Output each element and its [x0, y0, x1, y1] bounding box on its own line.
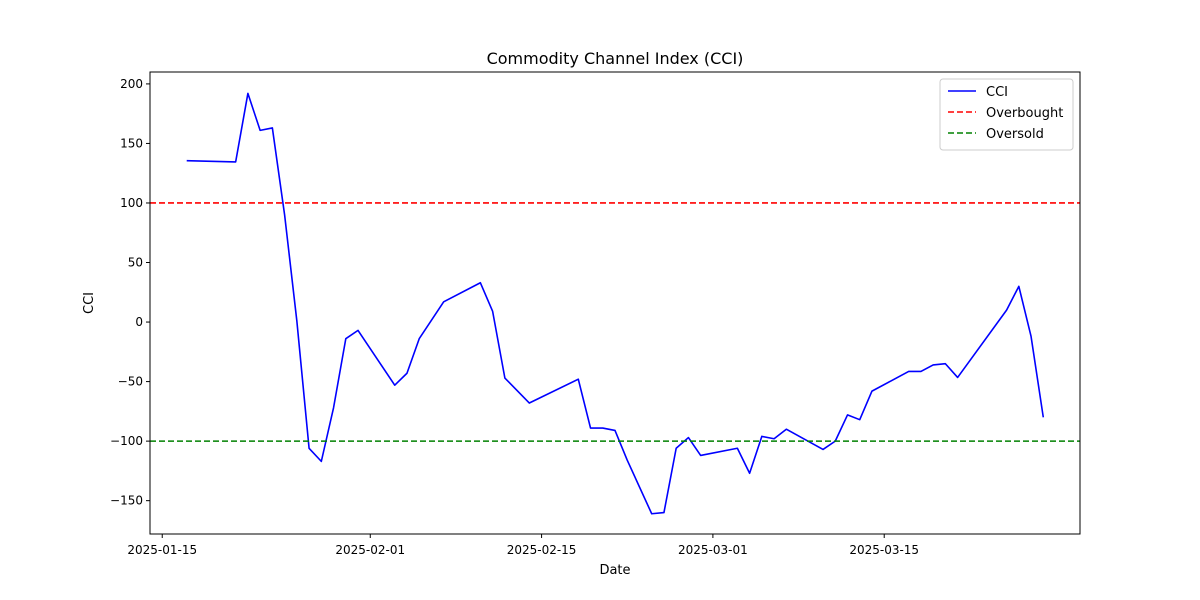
legend-box: [939, 78, 1074, 151]
plot-frame: [149, 71, 1081, 535]
legend-label-overbought: Overbought: [986, 106, 1063, 121]
y-axis: −150 −100 −50 0 50 100 150 200: [110, 77, 150, 508]
chart-title: Commodity Channel Index (CCI): [487, 49, 744, 68]
legend-label-cci: CCI: [986, 85, 1008, 100]
y-tick-label: 50: [128, 256, 143, 270]
y-tick-label: 0: [135, 315, 143, 329]
x-tick-label: 2025-01-15: [127, 543, 197, 557]
y-tick-label: −50: [118, 375, 143, 389]
x-axis: 2025-01-15 2025-02-01 2025-02-15 2025-03-01…: [127, 534, 919, 557]
plot-series-group: [150, 92, 1080, 515]
series-line-cci: [186, 92, 1045, 515]
x-tick-label: 2025-02-15: [507, 543, 577, 557]
x-axis-title: Date: [599, 563, 630, 578]
legend-label-oversold: Oversold: [986, 127, 1044, 142]
x-tick-label: 2025-03-15: [849, 543, 919, 557]
legend: CCI Overbought Oversold: [939, 78, 1074, 151]
y-tick-label: 100: [120, 196, 143, 210]
y-tick-label: −150: [110, 494, 143, 508]
y-tick-label: 200: [120, 77, 143, 91]
y-tick-label: 150: [120, 136, 143, 150]
x-tick-label: 2025-03-01: [678, 543, 748, 557]
y-tick-label: −100: [110, 434, 143, 448]
y-axis-title: CCI: [82, 292, 97, 314]
x-tick-label: 2025-02-01: [335, 543, 405, 557]
plot-area: [150, 92, 1080, 515]
